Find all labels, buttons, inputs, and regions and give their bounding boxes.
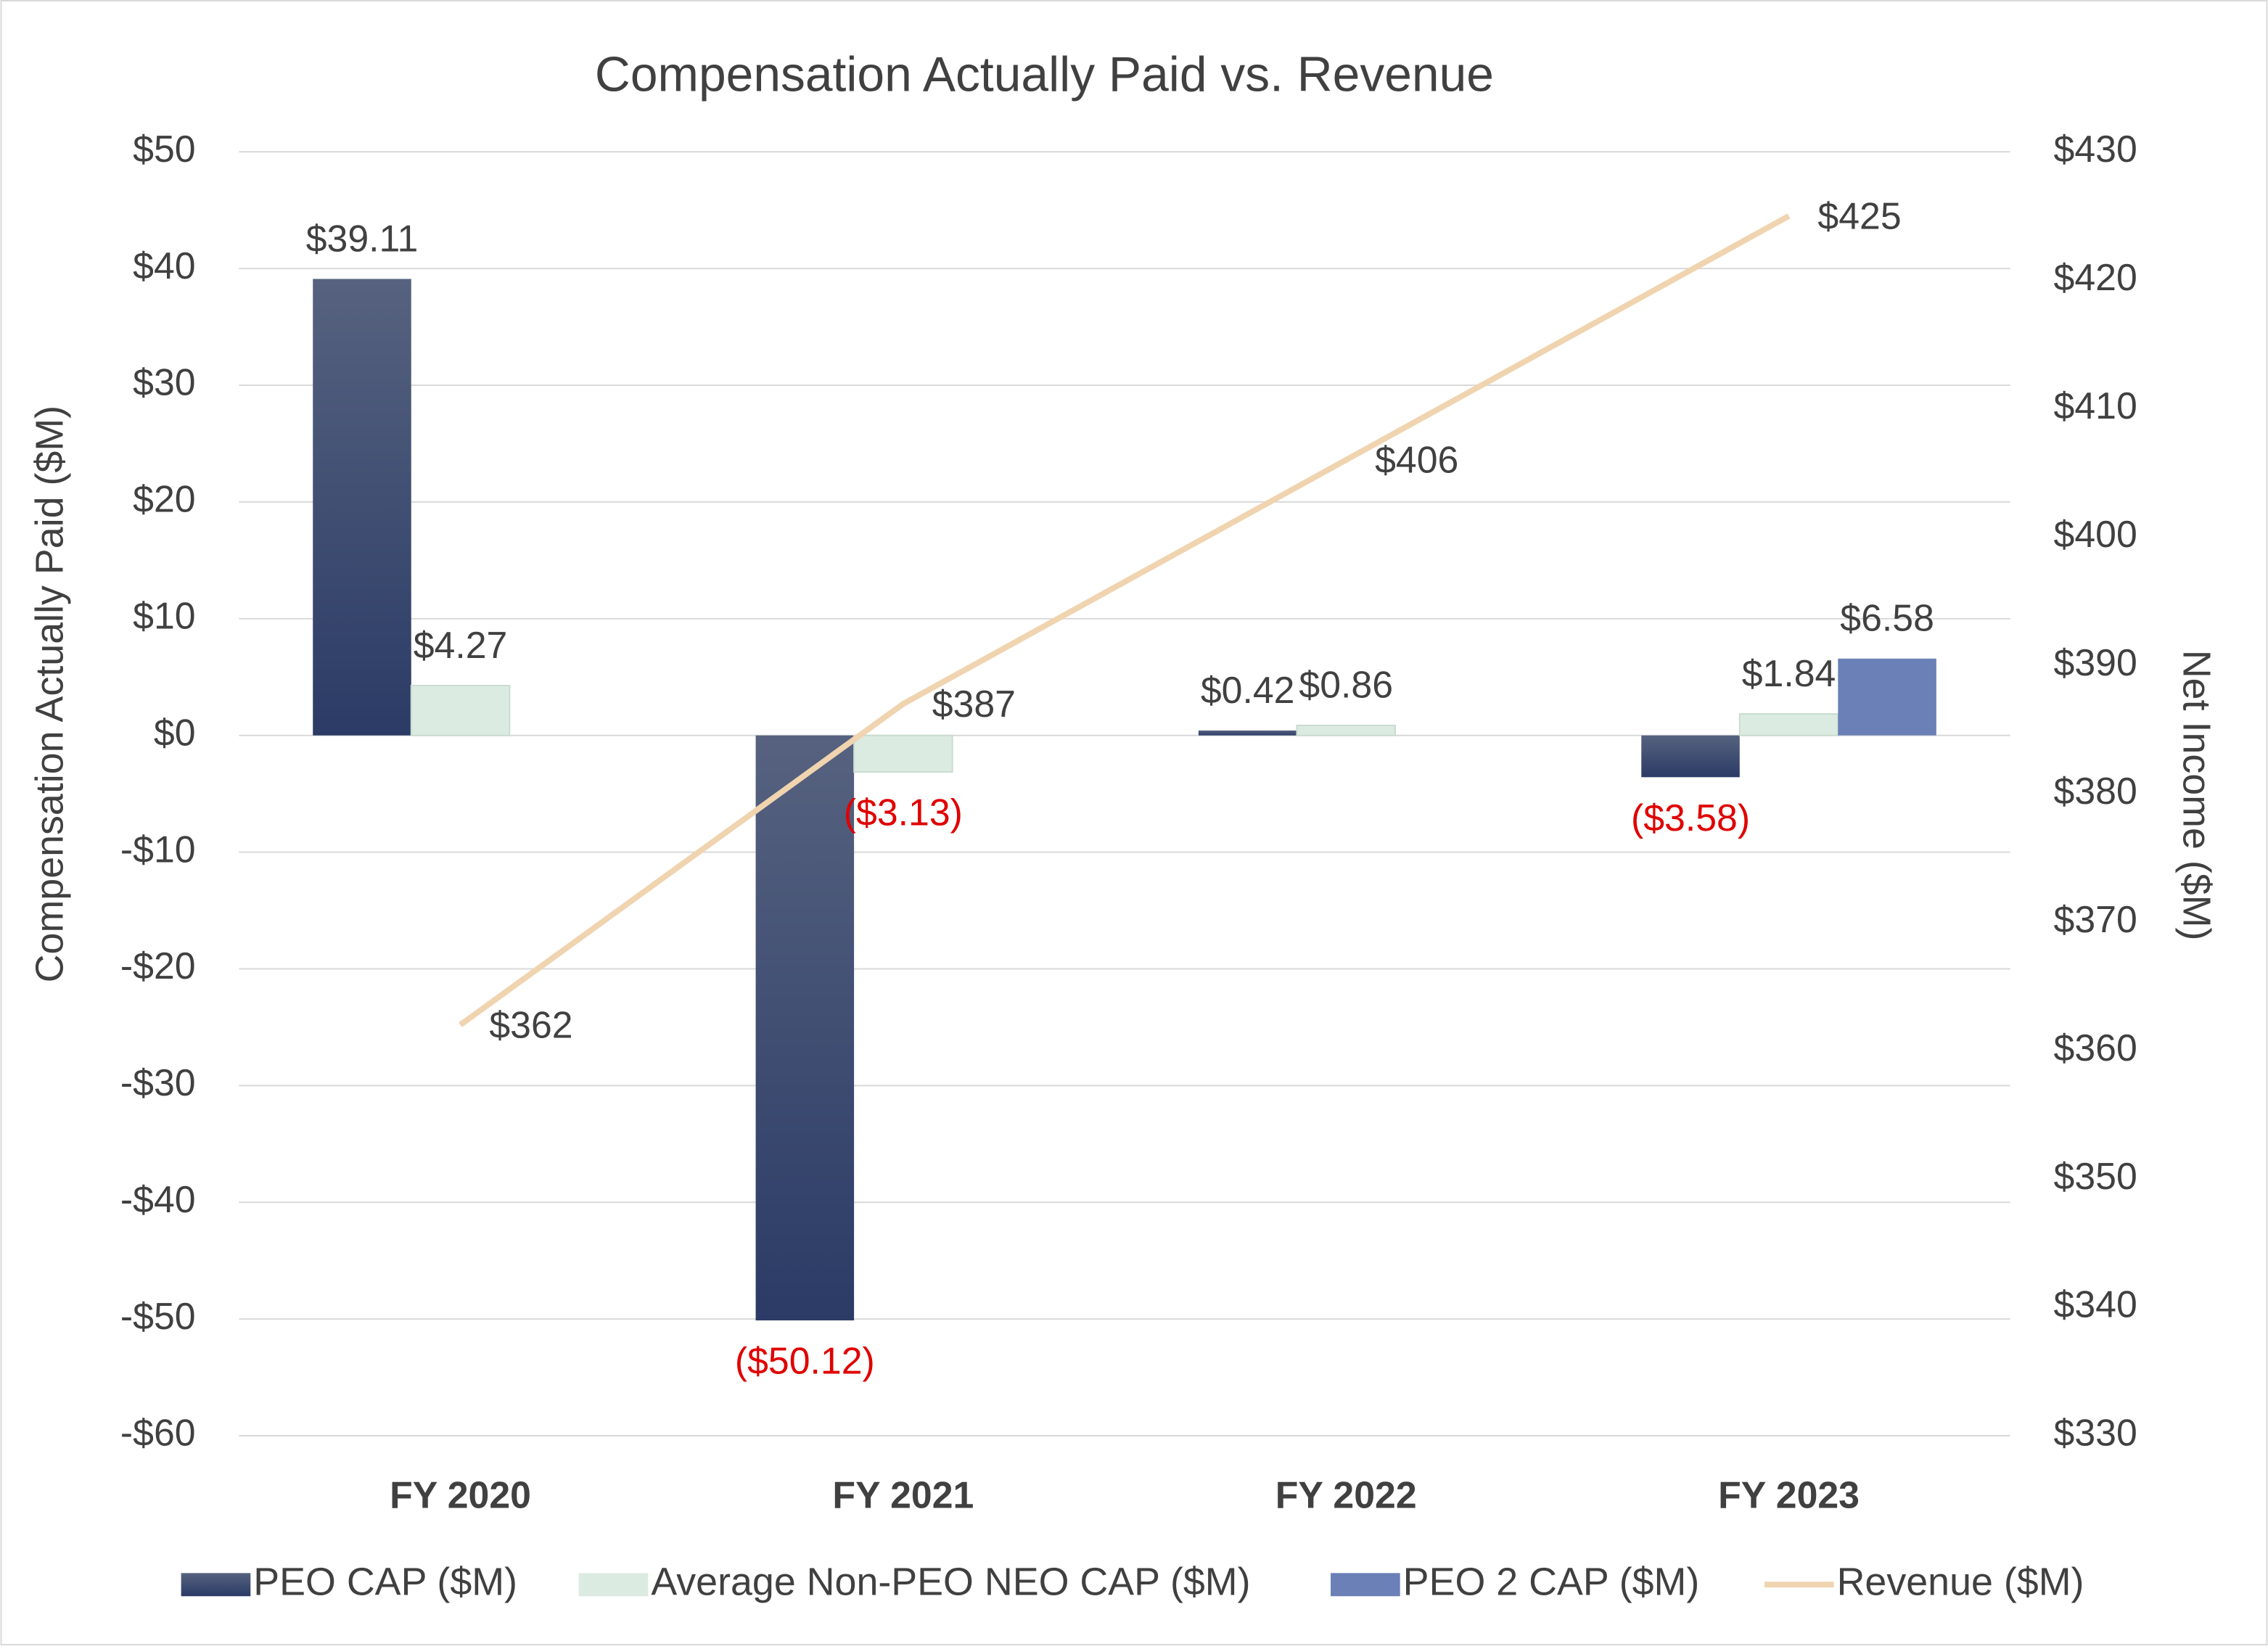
- bar: [853, 734, 953, 773]
- legend-swatch: [578, 1573, 649, 1597]
- data-label: $387: [932, 683, 1016, 725]
- bar: [1198, 730, 1297, 736]
- y2-tick-label: $360: [2054, 1027, 2137, 1069]
- x-tick-label: FY 2020: [390, 1473, 531, 1516]
- y-tick-label: -$30: [120, 1061, 196, 1103]
- y2-tick-label: $390: [2054, 641, 2137, 683]
- legend-label: PEO 2 CAP ($M): [1403, 1560, 1700, 1604]
- data-label: $39.11: [306, 217, 419, 259]
- y2-tick-label: $350: [2054, 1155, 2137, 1197]
- y2-tick-label: $330: [2054, 1412, 2137, 1454]
- y-axis-title: Compensation Actually Paid ($M): [28, 406, 71, 982]
- y-tick-label: $30: [133, 361, 195, 403]
- data-label: ($50.12): [735, 1340, 875, 1382]
- line-series: [459, 213, 1791, 1027]
- x-tick-label: FY 2023: [1718, 1473, 1860, 1516]
- y-tick-label: -$50: [120, 1295, 196, 1337]
- y-tick-label: -$60: [120, 1412, 196, 1454]
- y-tick-label: $40: [133, 244, 195, 287]
- x-tick-label: FY 2022: [1275, 1473, 1417, 1516]
- y-tick-label: -$20: [120, 945, 196, 987]
- x-tick-label: FY 2021: [832, 1473, 974, 1516]
- data-label: ($3.58): [1631, 797, 1750, 839]
- bar: [410, 685, 511, 736]
- legend-swatch: [181, 1573, 251, 1597]
- bar: [313, 279, 411, 736]
- data-label: ($3.13): [844, 791, 963, 834]
- y-tick-label: $0: [154, 711, 196, 753]
- y-tick-label: -$10: [120, 828, 196, 870]
- y2-tick-label: $380: [2054, 770, 2137, 812]
- y-tick-label: $50: [133, 128, 195, 170]
- data-label: $406: [1375, 439, 1458, 481]
- y2-tick-label: $430: [2054, 128, 2137, 170]
- bar: [1838, 658, 1936, 736]
- data-label: $0.86: [1299, 664, 1393, 706]
- y2-axis-title: Net Income ($M): [2175, 650, 2219, 941]
- data-label: $1.84: [1742, 652, 1836, 694]
- bar: [1641, 735, 1740, 778]
- y-tick-label: $10: [133, 594, 195, 636]
- y2-tick-label: $340: [2054, 1283, 2137, 1325]
- y2-tick-label: $400: [2054, 513, 2137, 555]
- y-tick-label: -$40: [120, 1178, 196, 1220]
- legend-label: Revenue ($M): [1837, 1560, 2084, 1604]
- data-label: $0.42: [1201, 669, 1295, 711]
- y2-tick-label: $420: [2054, 256, 2137, 298]
- y2-tick-label: $410: [2054, 385, 2137, 427]
- legend-label: Average Non-PEO NEO CAP ($M): [651, 1560, 1250, 1604]
- data-label: $425: [1817, 194, 1901, 237]
- y2-tick-label: $370: [2054, 898, 2137, 940]
- data-label: $6.58: [1840, 597, 1934, 639]
- y-tick-label: $20: [133, 478, 195, 520]
- data-label: $362: [489, 1003, 572, 1045]
- legend-label: PEO CAP ($M): [253, 1560, 517, 1604]
- legend-swatch: [1331, 1573, 1400, 1597]
- bar: [755, 735, 855, 1321]
- chart-title: Compensation Actually Paid vs. Revenue: [595, 48, 1494, 102]
- bar: [1296, 724, 1396, 736]
- data-label: $4.27: [414, 624, 508, 666]
- bar: [1738, 713, 1839, 736]
